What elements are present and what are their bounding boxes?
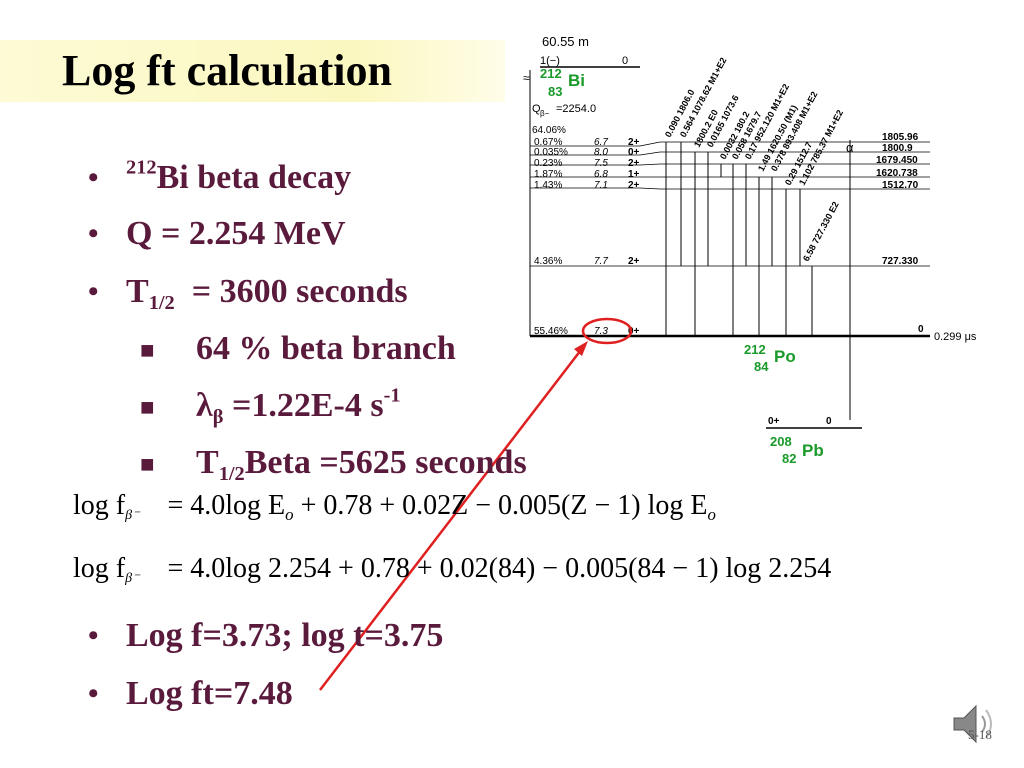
highlight-circle [581,317,633,345]
level-spin-2: 2+ [628,158,640,169]
level-spin-4: 2+ [628,180,640,191]
alpha-label: α [846,140,854,155]
sub-bullet-branch: ■ 64 % beta branch [140,330,456,367]
level-spin-5: 2+ [628,256,640,267]
bullet-halflife: • T1/2 = 3600 seconds [88,273,408,315]
pb-symbol: Pb [802,441,824,460]
level-branch-5: 4.36% [534,256,562,267]
level-spin-1: 0+ [628,147,640,158]
level-logft-3: 6.8 [594,169,608,180]
level-energy-4: 1512.70 [882,180,919,191]
arrowhead-icon [574,341,588,356]
bullet-bi-decay: • 212Bi beta decay [88,156,352,196]
parent-z: 83 [548,84,562,99]
parent-mass: 212 [540,66,562,81]
sub-bullet-lambda: ■ λβ =1.22E-4 s-1 [140,384,401,429]
level-energy-1: 1800.9 [882,143,913,154]
q-value: =2254.0 [556,103,596,115]
equation-numeric: log fβ⁻ = 4.0log 2.254 + 0.78 + 0.02(84)… [73,553,832,586]
level-branch-6: 55.46% [534,326,568,337]
parent-halflife: 60.55 m [542,34,589,49]
highlight-arrow [319,345,585,691]
svg-text:Q: Q [532,103,541,115]
level-branch-2: 0.23% [534,158,562,169]
level-branch-4: 1.43% [534,180,562,191]
equation-general: log fβ⁻ = 4.0log Eo + 0.78 + 0.02Z − 0.0… [73,490,716,524]
parent-symbol: Bi [568,71,585,90]
level-logft-0: 6.7 [594,137,608,148]
parent-spin: 1(−) [540,55,560,67]
level-energy-3: 1620.738 [876,168,918,179]
level-energy-0: 1805.96 [882,132,919,143]
level-branch-1: 0.035% [534,147,568,158]
pb-level: 0 [826,416,832,427]
level-energy-6: 0 [918,324,924,335]
total-branch: 64.06% [532,125,566,136]
pb-mass: 208 [770,434,792,449]
level-branch-0: 0.67% [534,137,562,148]
level-logft-2: 7.5 [594,158,608,169]
slide-title: Log ft calculation [62,46,392,95]
bullet-log-ft: • Log ft=7.48 [88,675,293,712]
sub-bullet-beta-halflife: ■ T1/2Beta =5625 seconds [140,444,527,486]
bullet-q-value: • Q = 2.254 MeV [88,215,346,252]
slide-number: 5-18 [968,727,992,742]
level-spin-6: 0+ [628,326,640,337]
po-halflife: 0.299 μs [934,331,977,343]
level-energy-2: 1679.450 [876,155,918,166]
speaker-icon[interactable] [946,700,1006,748]
level-spin-3: 1+ [628,169,640,180]
daughter-symbol: Po [774,347,796,366]
daughter-z: 84 [754,359,769,374]
level-logft-4: 7.1 [594,180,608,191]
parent-level: 0 [622,55,628,67]
pb-z: 82 [782,451,796,466]
level-energy-5: 727.330 [882,256,919,267]
level-logft-5: 7.7 [594,256,608,267]
title-banner [0,40,505,102]
level-logft-1: 8.0 [594,147,608,158]
level-logft-6: 7.3 [594,326,608,337]
bullet-log-f: • Log f=3.73; log t=3.75 [88,617,444,654]
level-spin-0: 2+ [628,137,640,148]
pb-spin: 0+ [768,416,780,427]
gamma-label-11: 6.58 727.330 E2 [801,200,841,263]
daughter-mass: 212 [744,342,766,357]
level-branch-3: 1.87% [534,169,562,180]
q-sub: β− [540,109,550,118]
svg-text:≈: ≈ [523,71,530,85]
q-label: Q [532,103,541,115]
